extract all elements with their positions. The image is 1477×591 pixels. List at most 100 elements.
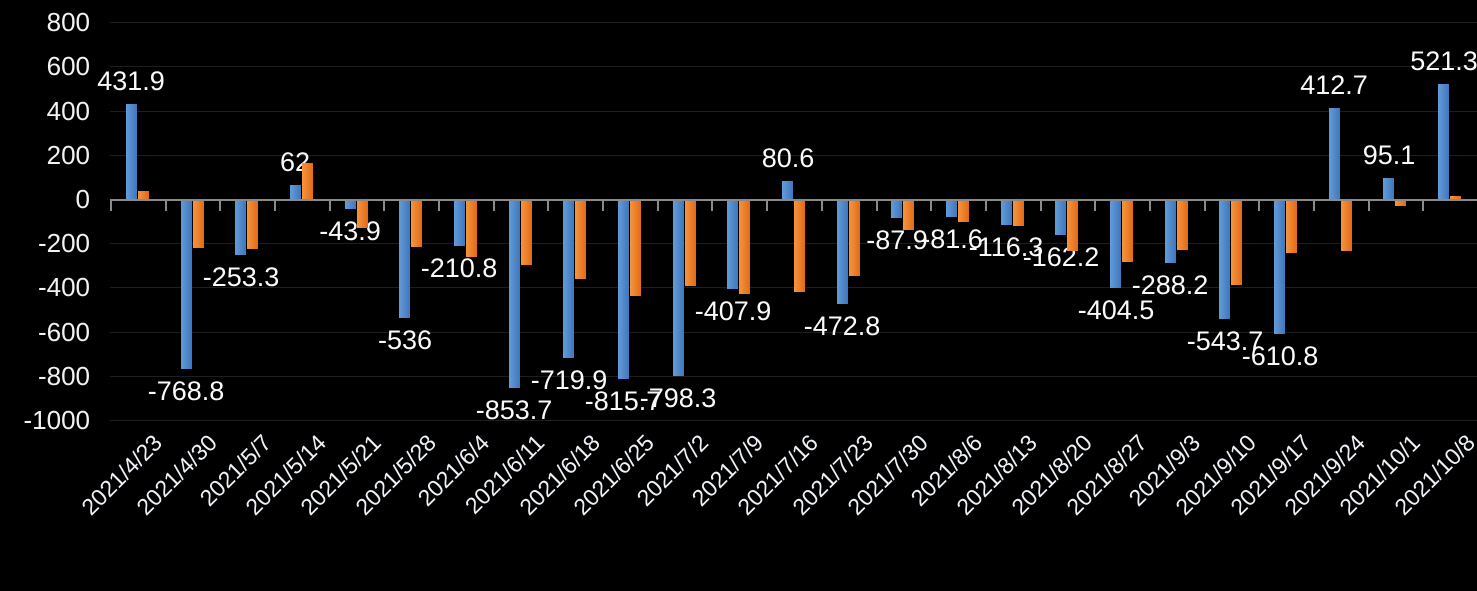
data-label: -210.8	[420, 253, 498, 283]
y-axis-label: -800	[37, 361, 90, 391]
data-label: -472.8	[803, 311, 881, 341]
bar-orange[interactable]	[958, 201, 969, 222]
gridline	[110, 22, 1477, 23]
x-axis-tick	[547, 201, 549, 211]
x-axis-tick	[1368, 201, 1370, 211]
data-label: -407.9	[694, 296, 772, 326]
bar-blue[interactable]	[563, 201, 574, 358]
x-axis-tick	[821, 201, 823, 211]
bar-orange[interactable]	[193, 201, 204, 248]
bar-blue[interactable]	[1055, 201, 1066, 235]
bar-blue[interactable]	[1001, 201, 1012, 225]
data-label: 95.1	[1362, 140, 1416, 170]
bar-orange[interactable]	[357, 201, 368, 228]
bar-orange[interactable]	[1286, 201, 1297, 253]
gridline	[110, 287, 1477, 288]
data-label: -43.9	[319, 216, 381, 246]
bar-blue[interactable]	[1438, 84, 1449, 199]
y-axis-label: -1000	[23, 405, 91, 435]
bar-blue[interactable]	[1274, 201, 1285, 334]
data-label: -768.8	[147, 376, 225, 406]
data-label: -543.7	[1186, 326, 1264, 356]
bar-blue[interactable]	[235, 201, 246, 255]
x-axis-tick	[1313, 201, 1315, 211]
bar-orange[interactable]	[1231, 201, 1242, 285]
x-axis-tick	[1094, 201, 1096, 211]
bar-orange[interactable]	[630, 201, 641, 296]
bar-orange[interactable]	[849, 201, 860, 276]
bar-orange[interactable]	[903, 201, 914, 230]
bar-blue[interactable]	[181, 201, 192, 369]
gridline	[110, 332, 1477, 333]
bar-orange[interactable]	[794, 201, 805, 292]
x-axis-tick	[1422, 201, 1424, 211]
x-axis-tick	[602, 201, 604, 211]
bar-orange[interactable]	[411, 201, 422, 247]
bar-orange[interactable]	[739, 201, 750, 294]
bar-orange[interactable]	[685, 201, 696, 286]
x-axis-tick	[1040, 201, 1042, 211]
bar-blue[interactable]	[618, 201, 629, 379]
bar-blue[interactable]	[1329, 108, 1340, 199]
bar-orange[interactable]	[466, 201, 477, 257]
gridline	[110, 376, 1477, 377]
y-axis-label: -200	[37, 228, 90, 258]
bar-orange[interactable]	[1341, 201, 1352, 251]
bar-orange[interactable]	[302, 163, 313, 199]
x-axis-tick	[1149, 201, 1151, 211]
bar-blue[interactable]	[727, 201, 738, 289]
x-axis-tick	[766, 201, 768, 211]
data-label: -815.7	[584, 386, 662, 416]
bar-blue[interactable]	[1383, 178, 1394, 199]
x-axis-tick	[219, 201, 221, 211]
bar-blue[interactable]	[946, 201, 957, 217]
x-axis-tick	[657, 201, 659, 211]
data-label: -610.8	[1241, 341, 1319, 371]
bar-blue[interactable]	[509, 201, 520, 388]
y-axis-label: 800	[46, 7, 90, 37]
bar-blue[interactable]	[1110, 201, 1121, 288]
gridline	[110, 243, 1477, 244]
bar-orange[interactable]	[138, 191, 149, 199]
bar-blue[interactable]	[891, 201, 902, 218]
data-label: -404.5	[1077, 295, 1155, 325]
bar-blue[interactable]	[837, 201, 848, 304]
bar-blue[interactable]	[345, 201, 356, 209]
bar-blue[interactable]	[399, 201, 410, 318]
data-label: -81.6	[921, 224, 983, 254]
data-label: -719.9	[530, 365, 608, 395]
bar-orange[interactable]	[1013, 201, 1024, 226]
bar-blue[interactable]	[1165, 201, 1176, 263]
bar-orange[interactable]	[247, 201, 258, 249]
gridline	[110, 66, 1477, 67]
x-axis-tick	[1258, 201, 1260, 211]
bar-orange[interactable]	[1395, 201, 1406, 206]
data-label: 412.7	[1300, 70, 1368, 100]
bar-orange[interactable]	[1450, 196, 1461, 199]
bar-orange[interactable]	[521, 201, 532, 265]
x-axis-tick	[493, 201, 495, 211]
bar-blue[interactable]	[454, 201, 465, 246]
gridline	[110, 111, 1477, 112]
data-label: 431.9	[97, 66, 165, 96]
bar-orange[interactable]	[575, 201, 586, 279]
gridline	[110, 155, 1477, 156]
bar-blue[interactable]	[126, 104, 137, 199]
x-axis-tick	[274, 201, 276, 211]
data-label: -536	[377, 325, 433, 355]
data-label: -288.2	[1131, 270, 1209, 300]
bar-blue[interactable]	[673, 201, 684, 376]
bar-orange[interactable]	[1067, 201, 1078, 251]
bar-blue[interactable]	[782, 181, 793, 199]
bar-orange[interactable]	[1122, 201, 1133, 262]
data-label: -853.7	[475, 395, 553, 425]
bar-blue[interactable]	[290, 185, 301, 199]
y-axis-label: 400	[46, 96, 90, 126]
data-label: -87.9	[866, 225, 928, 255]
gridline	[110, 420, 1477, 421]
data-label: 521.3	[1410, 46, 1477, 76]
bar-blue[interactable]	[1219, 201, 1230, 319]
x-axis-tick	[876, 201, 878, 211]
bar-orange[interactable]	[1177, 201, 1188, 250]
